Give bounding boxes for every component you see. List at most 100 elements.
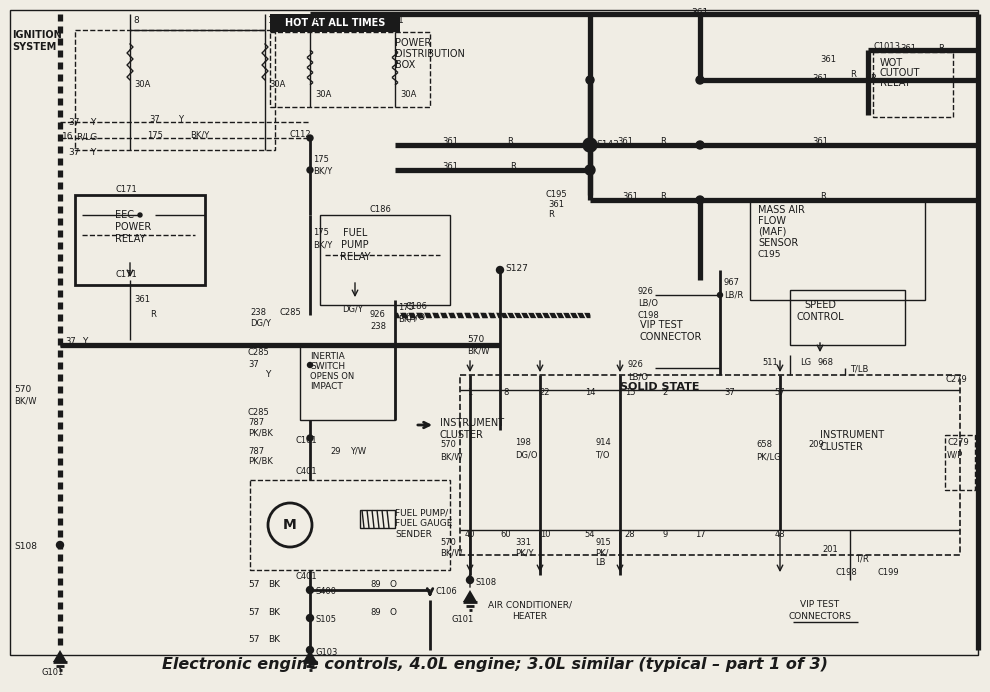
Text: C198: C198 [638, 311, 659, 320]
Bar [945, 435, 975, 490]
Text: 361: 361 [548, 200, 564, 209]
Text: 57: 57 [775, 388, 785, 397]
Text: 570: 570 [14, 385, 32, 394]
Text: 54: 54 [585, 530, 595, 539]
Circle shape [56, 542, 63, 549]
Text: R: R [870, 74, 876, 83]
Text: C279: C279 [945, 375, 967, 384]
Text: PK/LG: PK/LG [756, 452, 781, 461]
Text: 28: 28 [625, 530, 636, 539]
Text: 89: 89 [370, 608, 380, 617]
Text: POWER: POWER [115, 222, 151, 232]
Bar [75, 195, 205, 285]
Circle shape [583, 138, 597, 152]
Text: C195: C195 [545, 190, 566, 199]
Text: 787: 787 [248, 447, 264, 456]
Text: R: R [507, 137, 513, 146]
Text: R: R [150, 310, 155, 319]
Text: 361: 361 [622, 192, 638, 201]
Text: 361: 361 [691, 8, 709, 17]
Text: C285: C285 [248, 408, 269, 417]
Text: DG/Y: DG/Y [250, 318, 271, 327]
Text: FUEL PUMP/: FUEL PUMP/ [395, 508, 448, 517]
Text: 570: 570 [440, 538, 455, 547]
Text: C186: C186 [405, 302, 427, 311]
Text: LB/O: LB/O [628, 372, 648, 381]
Text: BK/Y: BK/Y [313, 240, 333, 249]
Text: 37: 37 [65, 337, 76, 346]
Text: 89: 89 [370, 580, 380, 589]
Text: 57: 57 [248, 635, 259, 644]
Text: PK/Y: PK/Y [515, 548, 534, 557]
Text: R: R [850, 70, 856, 79]
Polygon shape [463, 590, 477, 602]
Bar [360, 510, 395, 528]
Text: 8: 8 [313, 16, 319, 25]
Text: 926: 926 [628, 360, 644, 369]
Text: OPENS ON: OPENS ON [310, 372, 354, 381]
Text: BK/Y: BK/Y [398, 315, 417, 324]
Text: DG/O: DG/O [515, 450, 538, 459]
Text: INERTIA: INERTIA [310, 352, 345, 361]
Text: 9: 9 [662, 530, 667, 539]
Text: BOX: BOX [395, 60, 415, 70]
Text: SWITCH: SWITCH [310, 362, 346, 371]
Text: S108: S108 [14, 542, 37, 551]
Text: 361: 361 [134, 295, 150, 304]
Text: SPEED: SPEED [804, 300, 836, 310]
Text: BK: BK [268, 608, 280, 617]
Text: FUEL: FUEL [343, 228, 367, 238]
Text: 30A: 30A [269, 80, 285, 89]
Text: 57: 57 [248, 580, 259, 589]
Text: 40: 40 [464, 530, 475, 539]
Text: 57: 57 [248, 608, 259, 617]
Text: 238: 238 [250, 308, 266, 317]
Text: 361: 361 [900, 44, 916, 53]
Text: 37: 37 [248, 360, 258, 369]
Text: R: R [820, 192, 826, 201]
Text: M: M [283, 518, 297, 532]
Text: 17: 17 [695, 530, 705, 539]
Bar [320, 215, 450, 305]
Text: CONNECTORS: CONNECTORS [788, 612, 851, 621]
Text: C199: C199 [878, 568, 900, 577]
Text: G101: G101 [452, 615, 474, 624]
Text: 201: 201 [822, 545, 838, 554]
Text: DG/Y: DG/Y [342, 305, 363, 314]
Circle shape [696, 76, 704, 84]
Text: 175: 175 [313, 228, 329, 237]
Text: INSTRUMENT: INSTRUMENT [440, 418, 504, 428]
Text: S105: S105 [315, 615, 336, 624]
Text: VIP TEST: VIP TEST [640, 320, 683, 330]
Text: Y: Y [90, 148, 95, 157]
Circle shape [585, 165, 595, 175]
Circle shape [307, 614, 314, 621]
Text: BK: BK [268, 635, 280, 644]
Circle shape [138, 213, 142, 217]
Text: PK/BK: PK/BK [248, 457, 273, 466]
Bar [790, 290, 905, 345]
Text: 2: 2 [662, 388, 667, 397]
Text: C106: C106 [435, 587, 456, 596]
Text: BK/W: BK/W [14, 397, 37, 406]
Text: MASS AIR: MASS AIR [758, 205, 805, 215]
Text: 1: 1 [398, 16, 404, 25]
Text: C198: C198 [835, 568, 856, 577]
Circle shape [308, 363, 313, 367]
Text: BK/W: BK/W [440, 452, 462, 461]
Text: DISTRIBUTION: DISTRIBUTION [395, 49, 465, 59]
Text: RELAY: RELAY [880, 78, 911, 88]
Text: G101: G101 [42, 668, 64, 677]
Bar [250, 480, 450, 570]
Bar [270, 32, 430, 107]
Text: IGNITION: IGNITION [12, 30, 61, 40]
Text: 968: 968 [818, 358, 834, 367]
Text: S143: S143 [596, 140, 619, 149]
Text: 914: 914 [595, 438, 611, 447]
Text: 361: 361 [617, 137, 633, 146]
Text: W/P: W/P [947, 450, 963, 459]
Text: 14: 14 [585, 388, 595, 397]
Text: 29: 29 [330, 447, 341, 456]
Text: 331: 331 [515, 538, 531, 547]
Circle shape [307, 167, 313, 173]
